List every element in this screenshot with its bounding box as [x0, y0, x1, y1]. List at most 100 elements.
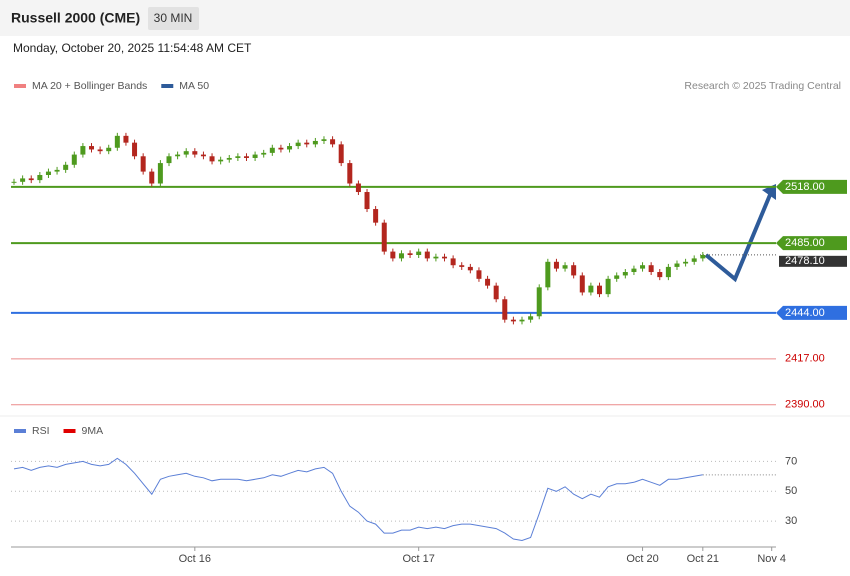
candle	[467, 266, 473, 271]
candle	[459, 265, 465, 267]
candle	[37, 175, 43, 181]
candle	[579, 275, 585, 293]
candle	[536, 287, 542, 317]
candle	[243, 156, 249, 158]
candle	[519, 319, 525, 322]
candle	[97, 149, 103, 152]
candle	[373, 209, 379, 223]
candle	[476, 270, 482, 279]
credit: Research © 2025 Trading Central	[684, 80, 841, 92]
candle	[304, 142, 310, 145]
x-tick-label: Oct 16	[179, 553, 211, 565]
candle	[123, 135, 129, 143]
candle	[390, 251, 396, 259]
candle	[407, 253, 413, 255]
candle	[295, 142, 301, 147]
candle	[45, 171, 51, 175]
x-tick-label: Oct 21	[687, 553, 719, 565]
candle	[20, 178, 26, 182]
y-tick-label: 50	[785, 485, 797, 497]
candle	[235, 156, 241, 158]
candle	[175, 154, 181, 157]
legend-label: MA 50	[179, 80, 209, 92]
level-label: 2518.00	[785, 181, 825, 193]
candle	[571, 265, 577, 276]
candle	[442, 256, 448, 259]
candle	[665, 266, 671, 278]
candle	[330, 139, 336, 145]
candle	[510, 319, 516, 322]
candle	[596, 285, 602, 295]
legend-label: 9MA	[82, 425, 104, 437]
candle	[183, 151, 189, 155]
legend-swatch	[14, 429, 26, 433]
candle	[157, 163, 163, 184]
candle	[545, 261, 551, 288]
candle	[347, 163, 353, 184]
candle	[502, 299, 508, 320]
level-label: 2390.00	[785, 399, 825, 411]
candle	[192, 151, 198, 155]
legend-label: RSI	[32, 425, 50, 437]
x-tick-label: Nov 4	[757, 553, 786, 565]
candle	[622, 272, 628, 276]
candle	[321, 139, 327, 141]
x-tick-label: Oct 20	[626, 553, 658, 565]
level-badge	[776, 179, 847, 194]
candle	[28, 178, 34, 181]
candle	[209, 156, 215, 162]
candle	[605, 278, 611, 295]
candle	[381, 222, 387, 252]
level-label: 2485.00	[785, 237, 825, 249]
candle	[562, 265, 568, 269]
candle	[614, 275, 620, 279]
level-badge	[776, 236, 847, 251]
candle	[278, 147, 284, 150]
candle	[54, 169, 60, 172]
candle	[450, 258, 456, 266]
forecast-arrow	[704, 189, 774, 283]
timestamp: Monday, October 20, 2025 11:54:48 AM CET	[13, 41, 252, 55]
candle	[691, 258, 697, 262]
candle	[553, 261, 559, 269]
legend-label: MA 20 + Bollinger Bands	[32, 80, 147, 92]
candle	[433, 256, 439, 259]
legend-swatch	[14, 84, 26, 88]
y-tick-label: 30	[785, 515, 797, 527]
candle	[80, 146, 86, 155]
candle	[269, 147, 275, 153]
candle	[261, 152, 267, 155]
candle	[398, 253, 404, 259]
candle	[485, 278, 491, 286]
level-label: 2444.00	[785, 307, 825, 319]
candle	[674, 263, 680, 267]
legend-swatch	[161, 84, 174, 88]
candle	[700, 255, 706, 259]
candle	[338, 144, 344, 164]
candle	[312, 140, 318, 145]
y-tick-label: 70	[785, 455, 797, 467]
legend-swatch	[63, 429, 76, 433]
rsi-line	[13, 457, 703, 542]
candle	[287, 146, 293, 150]
interval-badge[interactable]	[148, 7, 199, 30]
candle	[71, 154, 77, 165]
candle	[218, 159, 224, 162]
x-tick-label: Oct 17	[402, 553, 434, 565]
candle	[364, 192, 370, 210]
candle	[493, 285, 499, 300]
candle	[631, 268, 637, 273]
candle	[648, 265, 654, 273]
candle	[226, 157, 232, 160]
candle	[140, 156, 146, 172]
current-price-badge	[779, 255, 847, 267]
candle	[114, 135, 120, 148]
forecast-arrow-head	[762, 184, 776, 200]
candle	[588, 285, 594, 293]
level-badge	[776, 305, 847, 320]
interval[interactable]: 30 MIN	[154, 11, 193, 25]
candle	[528, 316, 534, 320]
candle	[149, 171, 155, 184]
